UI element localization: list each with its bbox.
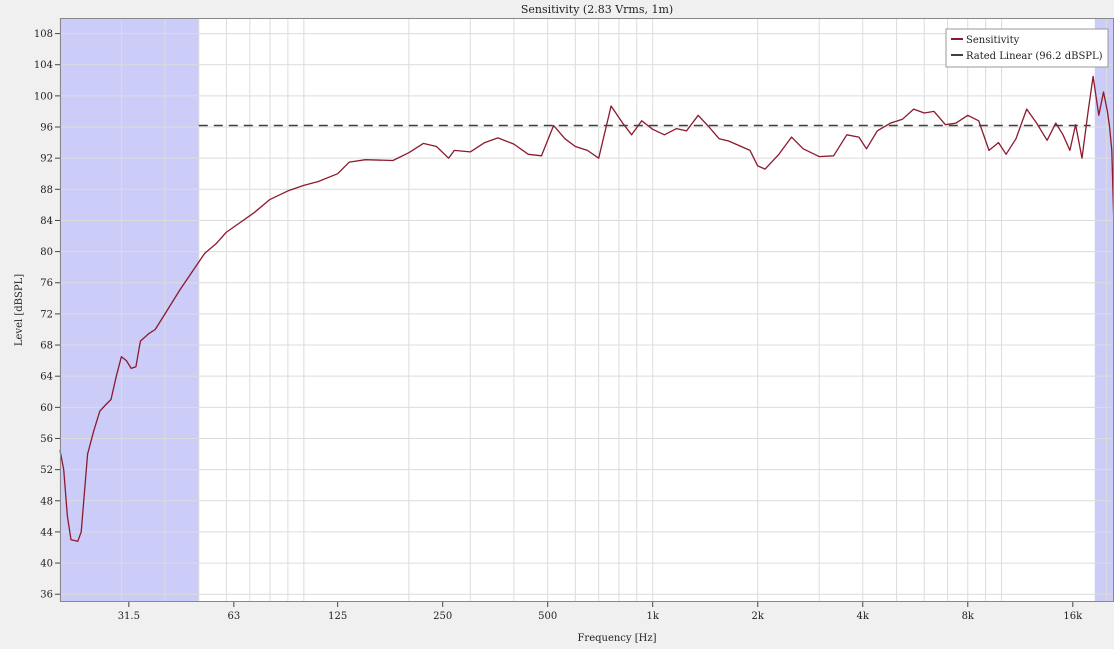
x-tick-label: 2k [752,611,765,622]
x-axis-label: Frequency [Hz] [577,633,656,644]
y-tick-label: 96 [40,123,53,134]
x-tick-label: 125 [328,611,347,622]
x-tick-label: 31.5 [118,611,140,622]
y-tick-label: 52 [40,465,53,476]
y-tick-label: 44 [40,527,53,538]
shaded-band-0 [60,18,199,602]
y-axis-label: Level [dBSPL] [14,274,25,346]
legend: Sensitivity Rated Linear (96.2 dBSPL) [945,28,1109,68]
legend-label-sensitivity: Sensitivity [966,35,1020,46]
y-tick-label: 48 [40,496,53,507]
x-tick-label: 500 [538,611,557,622]
y-tick-label: 36 [40,590,53,601]
legend-label-rated-linear: Rated Linear (96.2 dBSPL) [966,51,1103,62]
y-tick-label: 88 [40,185,53,196]
y-tick-label: 56 [40,434,53,445]
x-tick-label: 63 [227,611,240,622]
chart-title: Sensitivity (2.83 Vrms, 1m) [521,3,673,16]
x-tick-label: 1k [647,611,660,622]
y-tick-label: 76 [40,278,53,289]
series-line-0 [59,75,1114,542]
y-tick-label: 100 [34,91,53,102]
y-tick-label: 40 [40,559,53,570]
y-tick-label: 108 [34,29,53,40]
plot-area [60,18,1114,602]
y-tick-label: 68 [40,341,53,352]
x-axis: 31.5 63 125 250 500 1k 2k 4k 8k 16k [118,602,1083,622]
y-tick-label: 60 [40,403,53,414]
series-layer [59,75,1114,542]
y-tick-label: 104 [34,60,53,71]
y-tick-label: 64 [40,372,53,383]
y-tick-label: 80 [40,247,53,258]
x-tick-label: 4k [857,611,870,622]
y-axis: 36 40 44 48 52 56 60 64 68 72 76 80 84 88 92 96 100 104 10… [34,29,60,601]
shaded-band-1 [1094,18,1114,602]
legend-box [945,28,1109,68]
y-tick-label: 92 [40,154,53,165]
y-tick-label: 72 [40,309,53,320]
y-tick-label: 84 [40,216,53,227]
x-tick-label: 8k [962,611,975,622]
x-tick-label: 16k [1063,611,1083,622]
x-tick-label: 250 [433,611,452,622]
